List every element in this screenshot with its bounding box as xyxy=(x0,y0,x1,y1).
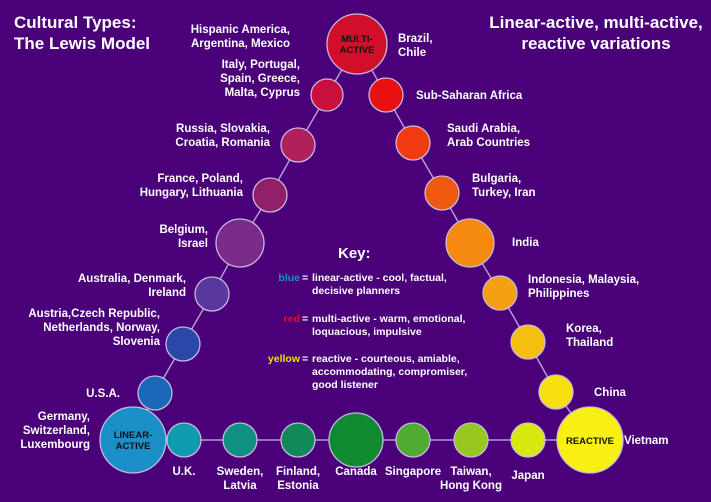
node-sweden: Sweden, Latvia xyxy=(217,422,264,492)
node-country-label: France, Poland, Hungary, Lithuania xyxy=(140,173,244,199)
node-country-label: Belgium, Israel xyxy=(159,224,208,250)
node-india: India xyxy=(445,218,539,268)
node-circle xyxy=(445,218,495,268)
node-saudi: Saudi Arabia, Arab Countries xyxy=(395,123,530,161)
node-austria: Austria,Czech Republic, Netherlands, Norw… xyxy=(28,308,201,362)
node-circle xyxy=(510,422,546,458)
node-country-label: India xyxy=(512,237,539,249)
node-bulgaria: Bulgaria, Turkey, Iran xyxy=(424,173,536,211)
node-circle xyxy=(310,78,344,112)
node-reactive: REACTIVE Vietnam xyxy=(556,406,669,474)
node-canada: Canada xyxy=(328,412,384,478)
key-entry-red: red = multi-active - warm, emotional, loqua… xyxy=(284,313,466,338)
node-australia: Australia, Denmark, Ireland xyxy=(78,273,230,312)
node-multi: MULTI-ACTIVE Hispanic America, Argentina, … xyxy=(191,13,388,75)
node-country-label: Korea, Thailand xyxy=(566,323,613,349)
key-color-word: blue xyxy=(278,272,300,284)
node-circle xyxy=(368,77,404,113)
label-brazil-chile: Brazil, Chile xyxy=(398,33,433,59)
node-country-label: Austria,Czech Republic, Netherlands, Norw… xyxy=(28,308,160,348)
node-indonesia: Indonesia, Malaysia, Philippines xyxy=(482,274,639,311)
node-circle xyxy=(280,127,316,163)
node-country-label: China xyxy=(594,387,627,399)
node-country-label: U.S.A. xyxy=(86,388,120,400)
node-type-label: MULTI-ACTIVE xyxy=(340,34,375,56)
key-color-word: red xyxy=(284,313,300,325)
title-left: Cultural Types: The Lewis Model xyxy=(14,13,150,53)
key-legend: blue = linear-active - cool, factual, decis… xyxy=(268,272,467,391)
key-description: multi-active - warm, emotional, loquaciou… xyxy=(312,313,466,338)
node-country-label: Sub-Saharan Africa xyxy=(416,90,523,102)
node-country-label: Singapore xyxy=(385,466,441,478)
node-country-label: Saudi Arabia, Arab Countries xyxy=(447,123,530,149)
node-country-label: Australia, Denmark, Ireland xyxy=(78,273,186,299)
node-belgium: Belgium, Israel xyxy=(159,218,265,268)
node-singapore: Singapore xyxy=(385,422,441,478)
node-circle xyxy=(395,422,431,458)
node-circle xyxy=(424,175,460,211)
node-italy: Italy, Portugal, Spain, Greece, Malta, Cyp… xyxy=(220,59,344,112)
node-china: China xyxy=(538,374,627,410)
node-country-label: Japan xyxy=(511,470,544,482)
node-circle xyxy=(99,406,167,474)
node-country-label: U.K. xyxy=(173,466,196,478)
node-circle xyxy=(215,218,265,268)
title-right: Linear-active, multi-active, reactive var… xyxy=(489,13,703,53)
node-circle xyxy=(280,422,316,458)
key-equals: = xyxy=(302,353,308,365)
node-linear: LINEAR-ACTIVE Germany, Switzerland, Luxembo… xyxy=(20,406,167,474)
node-circle xyxy=(510,324,546,360)
node-usa: U.S.A. xyxy=(86,375,173,411)
node-korea: Korea, Thailand xyxy=(510,323,613,360)
node-country-label: Finland, Estonia xyxy=(276,466,320,492)
node-country-label: Indonesia, Malaysia, Philippines xyxy=(528,274,639,300)
node-type-label: REACTIVE xyxy=(566,436,614,447)
node-country-label: Taiwan, Hong Kong xyxy=(440,466,502,492)
node-taiwan: Taiwan, Hong Kong xyxy=(440,422,502,492)
node-circle xyxy=(165,326,201,362)
node-uk: U.K. xyxy=(166,422,202,478)
node-circle xyxy=(482,275,518,311)
node-country-label: Sweden, Latvia xyxy=(217,466,264,492)
node-france: France, Poland, Hungary, Lithuania xyxy=(140,173,288,213)
node-circle xyxy=(326,13,388,75)
node-circle xyxy=(166,422,202,458)
key-equals: = xyxy=(302,272,308,284)
node-circle xyxy=(395,125,431,161)
key-description: reactive - courteous, amiable, accommodat… xyxy=(312,353,467,391)
node-circle xyxy=(194,276,230,312)
node-japan: Japan xyxy=(510,422,546,482)
node-country-label: Canada xyxy=(335,466,377,478)
node-circle xyxy=(222,422,258,458)
key-equals: = xyxy=(302,313,308,325)
key-entry-blue: blue = linear-active - cool, factual, decis… xyxy=(278,272,446,297)
node-circle xyxy=(252,177,288,213)
node-country-label: Germany, Switzerland, Luxembourg xyxy=(20,411,90,451)
node-country-label: Hispanic America, Argentina, Mexico xyxy=(191,24,290,50)
node-circle xyxy=(137,375,173,411)
key-description: linear-active - cool, factual, decisive p… xyxy=(312,272,447,297)
node-circle xyxy=(328,412,384,468)
node-subsahara: Sub-Saharan Africa xyxy=(368,77,523,113)
node-country-label: Italy, Portugal, Spain, Greece, Malta, Cyp… xyxy=(220,59,300,99)
key-entry-yellow: yellow = reactive - courteous, amiable, acc… xyxy=(268,353,467,391)
key-color-word: yellow xyxy=(268,353,301,365)
node-circle xyxy=(538,374,574,410)
key-heading: Key: xyxy=(338,245,371,262)
node-country-label: Vietnam xyxy=(624,435,669,447)
node-finland: Finland, Estonia xyxy=(276,422,320,492)
node-circle xyxy=(556,406,624,474)
node-russia: Russia, Slovakia, Croatia, Romania xyxy=(175,123,316,163)
node-type-label: LINEAR-ACTIVE xyxy=(114,430,153,452)
node-country-label: Bulgaria, Turkey, Iran xyxy=(472,173,536,199)
node-circle xyxy=(453,422,489,458)
node-country-label: Russia, Slovakia, Croatia, Romania xyxy=(175,123,270,149)
